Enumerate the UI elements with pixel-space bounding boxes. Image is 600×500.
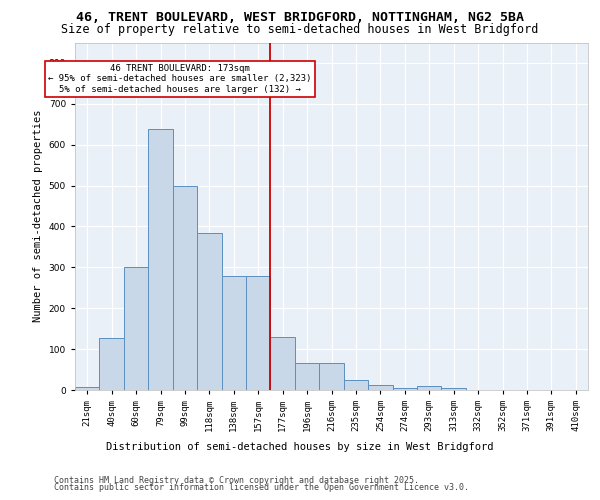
Bar xyxy=(319,364,344,390)
Text: Distribution of semi-detached houses by size in West Bridgford: Distribution of semi-detached houses by … xyxy=(106,442,494,452)
Text: 46 TRENT BOULEVARD: 173sqm
← 95% of semi-detached houses are smaller (2,323)
5% : 46 TRENT BOULEVARD: 173sqm ← 95% of semi… xyxy=(49,64,312,94)
Text: Size of property relative to semi-detached houses in West Bridgford: Size of property relative to semi-detach… xyxy=(61,22,539,36)
Text: Contains public sector information licensed under the Open Government Licence v3: Contains public sector information licen… xyxy=(54,483,469,492)
Bar xyxy=(368,385,392,390)
Bar xyxy=(75,386,100,390)
Bar xyxy=(124,266,148,390)
Text: 46, TRENT BOULEVARD, WEST BRIDGFORD, NOTTINGHAM, NG2 5BA: 46, TRENT BOULEVARD, WEST BRIDGFORD, NOT… xyxy=(76,11,524,24)
Bar xyxy=(173,186,197,390)
Bar xyxy=(392,388,417,390)
Bar xyxy=(442,388,466,390)
Bar xyxy=(344,380,368,390)
Text: Contains HM Land Registry data © Crown copyright and database right 2025.: Contains HM Land Registry data © Crown c… xyxy=(54,476,419,485)
Bar xyxy=(197,234,221,390)
Bar xyxy=(148,129,173,390)
Y-axis label: Number of semi-detached properties: Number of semi-detached properties xyxy=(33,110,43,322)
Bar xyxy=(417,386,442,390)
Bar xyxy=(221,276,246,390)
Bar xyxy=(295,364,319,390)
Bar xyxy=(271,337,295,390)
Bar xyxy=(100,338,124,390)
Bar xyxy=(246,276,271,390)
